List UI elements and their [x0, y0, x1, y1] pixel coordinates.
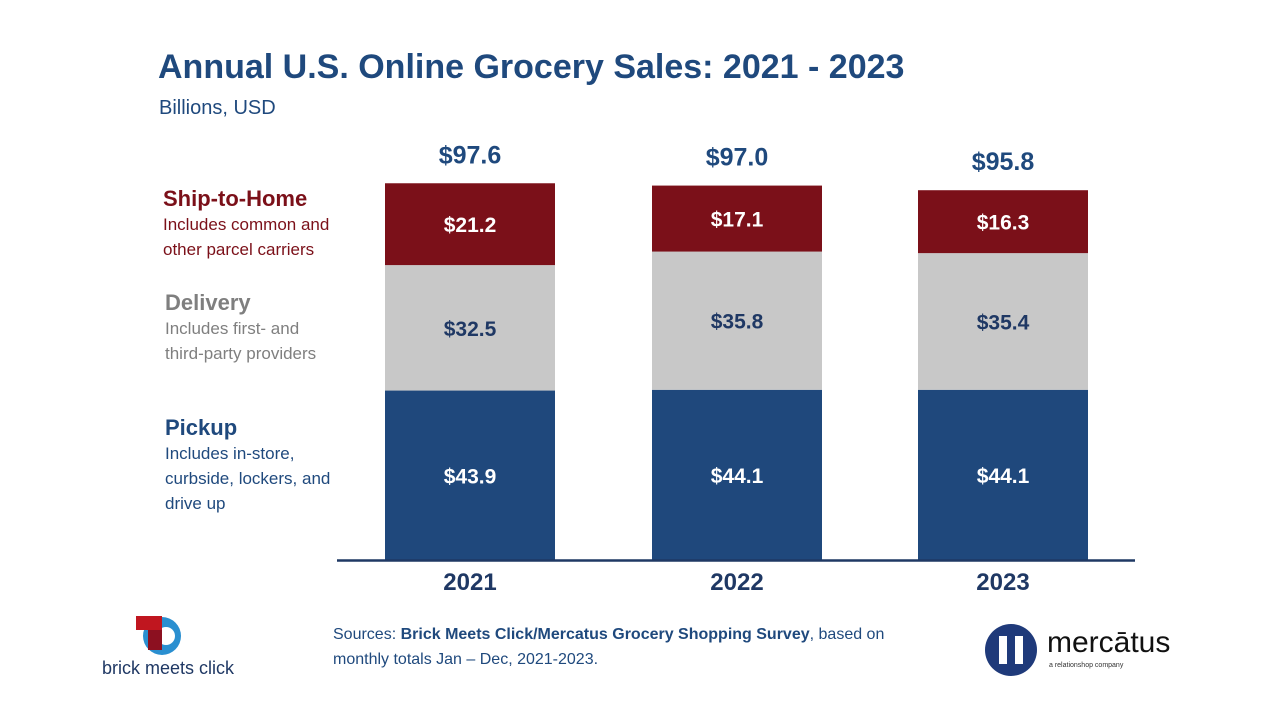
chart-subtitle: Billions, USD	[159, 97, 276, 119]
legend-pickup: Pickup Includes in-store, curbside, lock…	[165, 415, 345, 516]
bar-segment	[918, 389, 1088, 560]
legend-description: Includes first- and third-party provider…	[165, 319, 317, 363]
legend-label: Ship-to-Home	[163, 186, 308, 211]
x-tick-label: 2023	[976, 569, 1029, 596]
mercatus-logo: mercātus a relationshop company	[985, 624, 1170, 685]
logo-text: mercātus	[1047, 626, 1171, 659]
total-label: $97.0	[706, 144, 769, 172]
data-label: $43.9	[444, 465, 497, 488]
total-label: $97.6	[439, 141, 502, 169]
bar-segment	[918, 253, 1088, 390]
bar-segment	[385, 390, 555, 560]
brick-meets-click-logo: brick meets click	[100, 614, 270, 684]
total-label: $95.8	[972, 148, 1035, 176]
data-label: $35.8	[711, 311, 764, 334]
legend-label: Pickup	[165, 415, 238, 440]
data-label: $32.5	[444, 318, 497, 341]
bar-segment	[385, 183, 555, 266]
data-label: $35.4	[977, 311, 1030, 334]
data-label: $16.3	[977, 212, 1030, 235]
bar-segment	[385, 265, 555, 391]
legend-description: Includes in-store, curbside, lockers, an…	[165, 444, 331, 513]
legend-description: Includes common and other parcel carrier…	[163, 215, 330, 259]
bar-segment	[652, 185, 822, 252]
bar-segment	[652, 389, 822, 560]
data-label: $17.1	[711, 209, 764, 232]
data-label: $44.1	[977, 465, 1030, 488]
data-label: $44.1	[711, 465, 764, 488]
x-tick-label: 2021	[443, 569, 496, 596]
x-tick-label: 2022	[710, 569, 763, 596]
data-label: $21.2	[444, 214, 497, 237]
source-note: Sources: Brick Meets Click/Mercatus Groc…	[333, 622, 884, 672]
logo-text: brick meets click	[102, 658, 235, 678]
legend-delivery: Delivery Includes first- and third-party…	[165, 290, 335, 366]
source-prefix: Sources:	[333, 626, 401, 643]
source-line2: monthly totals Jan – Dec, 2021-2023.	[333, 651, 599, 668]
source-suffix: , based on	[809, 626, 885, 643]
bar-segment	[918, 190, 1088, 254]
chart-title: Annual U.S. Online Grocery Sales: 2021 -…	[158, 48, 905, 86]
logo-tagline: a relationshop company	[1049, 662, 1124, 669]
legend-ship-to-home: Ship-to-Home Includes common and other p…	[163, 186, 348, 262]
bar-segment	[652, 251, 822, 390]
source-title: Brick Meets Click/Mercatus Grocery Shopp…	[400, 626, 810, 643]
legend-label: Delivery	[165, 290, 251, 315]
